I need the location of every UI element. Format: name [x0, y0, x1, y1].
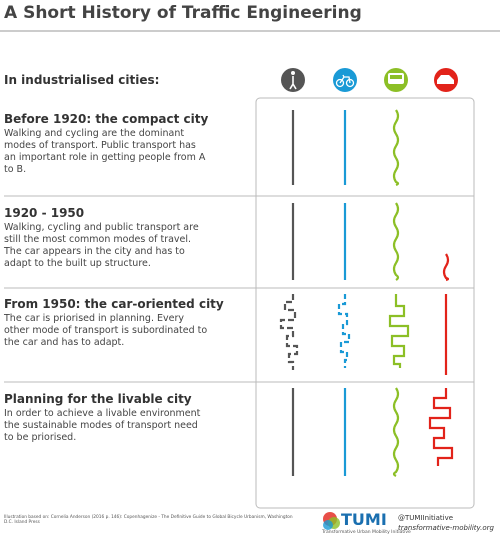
- icon-glyph: [289, 76, 297, 90]
- bike-line: [337, 294, 351, 368]
- section-body: Walking, cycling and public transport ar…: [4, 222, 199, 269]
- icon-glyph: [437, 75, 454, 84]
- intro: In industrialised cities:: [4, 73, 160, 87]
- section-heading: Planning for the livable city: [4, 392, 192, 406]
- website: transformative-mobility.org: [398, 524, 494, 532]
- section-heading: 1920 - 1950: [4, 206, 85, 220]
- title: A Short History of Traffic Engineering: [4, 3, 362, 23]
- transit-line: [388, 294, 410, 368]
- car-line: [442, 253, 450, 282]
- transit-line: [392, 387, 400, 477]
- mode-lines: [279, 109, 454, 477]
- transit-line: [392, 109, 400, 187]
- logo-subtitle: Transformative Urban Mobility Initiative: [322, 530, 411, 535]
- source: Illustration based on: Cornelia Anderson…: [4, 515, 293, 525]
- logo-mark: [323, 520, 333, 530]
- mode-box: [255, 97, 475, 509]
- icon-glyph: [390, 75, 402, 79]
- logo-text: TUMI: [341, 510, 387, 529]
- car-line: [428, 388, 454, 466]
- section-body: The car is priorised in planning. Every …: [4, 313, 208, 348]
- bike-icon: [333, 68, 357, 92]
- section-body: Walking and cycling are the dominant mod…: [4, 128, 206, 175]
- section-heading: From 1950: the car-oriented city: [4, 297, 224, 311]
- section-body: In order to achieve a livable environmen…: [4, 408, 201, 443]
- icon-glyph: [291, 71, 295, 75]
- transit-line: [392, 202, 400, 281]
- section-heading: Before 1920: the compact city: [4, 112, 209, 126]
- icon-glyph: [339, 74, 351, 84]
- mode-icons: [281, 68, 458, 92]
- walk-line: [279, 294, 299, 370]
- icon-glyph: [335, 78, 345, 88]
- twitter-handle: @TUMIInitiative: [398, 514, 454, 522]
- tumi-logo: [323, 512, 340, 530]
